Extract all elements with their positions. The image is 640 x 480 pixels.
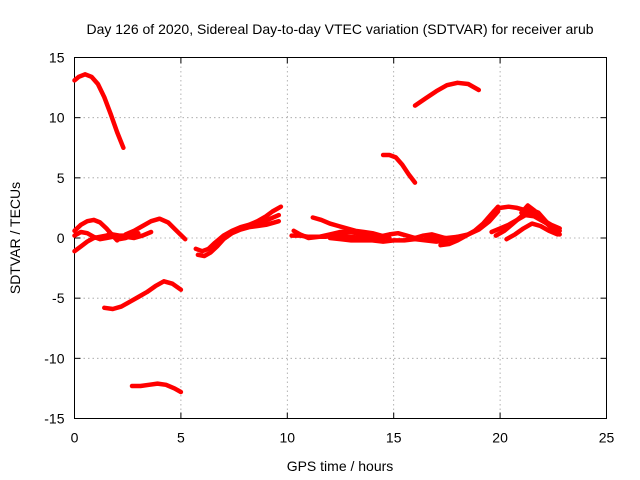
series-track-3: [129, 381, 184, 395]
series-track-1: [72, 72, 126, 151]
series-track-20: [423, 209, 501, 242]
series-track-10: [193, 204, 284, 254]
series-track-8: [106, 229, 154, 241]
y-tick-label: 0: [57, 230, 65, 246]
series-track-7: [123, 216, 188, 242]
data-series: [72, 72, 562, 395]
series-track-18: [412, 80, 482, 108]
x-tick-label: 5: [177, 430, 185, 446]
y-tick-label: -10: [44, 350, 64, 366]
series-track-25: [519, 203, 562, 237]
series-track-17: [380, 152, 418, 185]
x-tick-label: 10: [280, 430, 296, 446]
axis-ticks: [74, 57, 607, 419]
y-tick-label: -5: [52, 290, 65, 306]
y-tick-label: 15: [49, 50, 65, 66]
x-tick-label: 15: [386, 430, 402, 446]
x-tick-label: 20: [492, 430, 508, 446]
series-track-11: [242, 212, 282, 230]
series-track-14: [310, 215, 392, 241]
series-track-13: [291, 228, 386, 242]
y-tick-label: 5: [57, 170, 65, 186]
y-tick-label: -15: [44, 411, 64, 427]
x-tick-labels: 0 5 10 15 20 25: [71, 430, 615, 446]
series-track-24: [504, 221, 560, 242]
chart-title: Day 126 of 2020, Sidereal Day-to-day VTE…: [86, 21, 593, 37]
x-tick-label: 25: [599, 430, 615, 446]
x-axis-label: GPS time / hours: [287, 458, 394, 474]
y-tick-label: 10: [49, 110, 65, 126]
y-tick-labels: -15 -10 -5 0 5 10 15: [44, 50, 64, 427]
x-tick-label: 0: [71, 430, 79, 446]
y-axis-label: SDTVAR / TECUs: [7, 182, 23, 294]
series-track-2: [102, 279, 184, 312]
